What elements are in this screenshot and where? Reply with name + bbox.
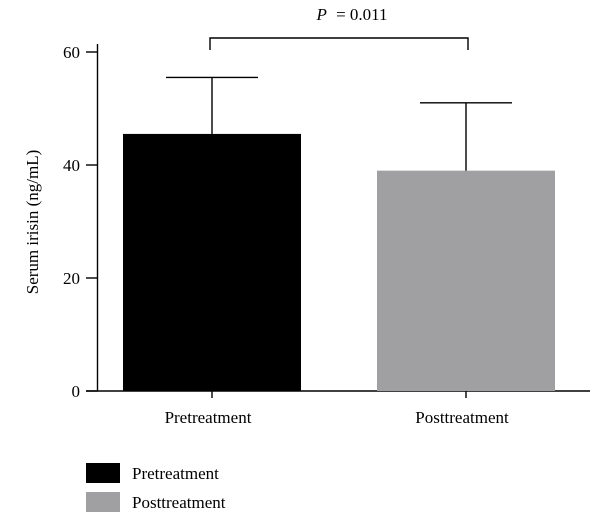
legend-swatch-posttreatment (86, 492, 120, 512)
y-axis-label: Serum irisin (ng/mL) (23, 150, 42, 294)
y-tick-label-40: 40 (63, 156, 80, 175)
x-tick-label-posttreatment: Posttreatment (415, 408, 509, 427)
x-tick-label-pretreatment: Pretreatment (165, 408, 252, 427)
legend-label-posttreatment: Posttreatment (132, 493, 226, 512)
y-tick-label-0: 0 (72, 382, 81, 401)
p-value-symbol: P (315, 5, 326, 24)
p-value-number: = 0.011 (336, 5, 387, 24)
significance-annotation: P = 0.011 (209, 5, 469, 50)
significance-bracket (209, 37, 469, 50)
bar-posttreatment (377, 170, 555, 391)
bar-pretreatment (123, 133, 301, 392)
y-tick-label-20: 20 (63, 269, 80, 288)
legend-swatch-pretreatment (86, 463, 120, 483)
legend-label-pretreatment: Pretreatment (132, 464, 219, 483)
legend: Pretreatment Posttreatment (86, 463, 226, 512)
y-tick-label-60: 60 (63, 43, 80, 62)
p-value-text: P = 0.011 (315, 5, 387, 24)
